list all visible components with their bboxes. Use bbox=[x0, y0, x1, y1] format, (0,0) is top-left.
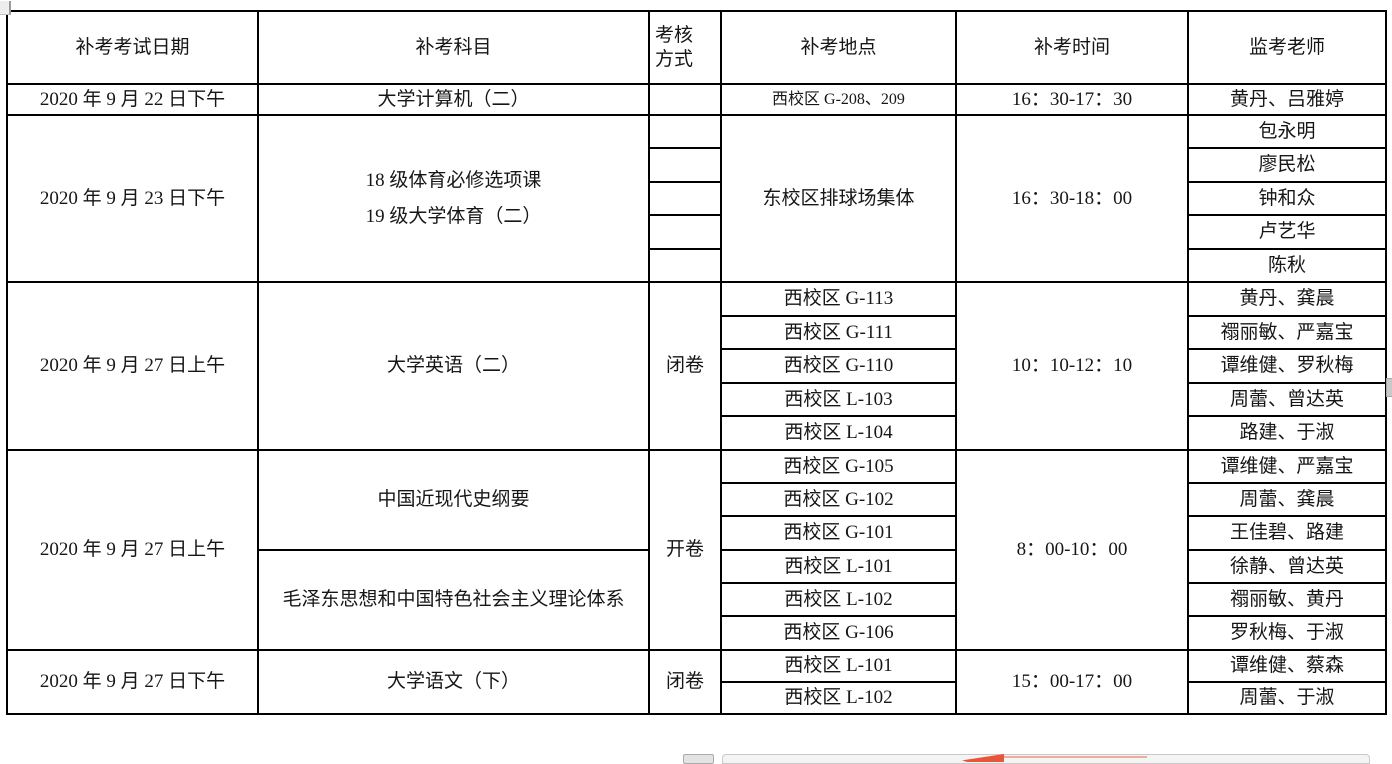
time-cell: 8：00-10：00 bbox=[955, 449, 1189, 651]
method-cell bbox=[648, 147, 722, 183]
location-cell: 西校区 G-208、209 bbox=[720, 83, 957, 116]
method-cell bbox=[648, 214, 722, 250]
teacher-cell: 谭维健、蔡森 bbox=[1187, 649, 1387, 683]
location-cell: 西校区 G-106 bbox=[720, 615, 957, 651]
table-row: 毛泽东思想和中国特色社会主义理论体系 西校区 L-101 徐静、曾达英 bbox=[7, 549, 1387, 651]
table-row: 2020 年 9 月 27 日下午 大学语文（下） 闭卷 西校区 L-101 1… bbox=[6, 649, 1387, 715]
method-cell: 闭卷 bbox=[648, 281, 722, 451]
location-cell: 西校区 G-101 bbox=[720, 515, 957, 551]
teacher-cell: 路建、于淑 bbox=[1187, 415, 1387, 451]
subject-cell: 大学计算机（二） bbox=[257, 83, 650, 116]
time-cell: 10：10-12：10 bbox=[955, 281, 1189, 451]
teacher-cell: 卢艺华 bbox=[1187, 214, 1387, 250]
method-cell bbox=[648, 248, 722, 283]
location-cell: 西校区 L-102 bbox=[720, 582, 957, 617]
table-header-row: 补考考试日期 补考科目 考核 方式 补考地点 补考时间 监考老师 bbox=[6, 10, 1387, 85]
teacher-cell: 廖民松 bbox=[1187, 147, 1387, 183]
method-cell: 闭卷 bbox=[648, 649, 722, 715]
subject-line1: 18 级体育必修选项课 bbox=[365, 169, 542, 191]
teacher-cell: 黄丹、龚晨 bbox=[1187, 281, 1387, 317]
table-row: 廖民松 bbox=[7, 147, 1387, 183]
header-method-line2: 方式 bbox=[655, 48, 694, 70]
date-cell: 2020 年 9 月 27 日上午 bbox=[6, 281, 259, 451]
date-cell: 2020 年 9 月 27 日上午 bbox=[6, 449, 259, 651]
location-cell: 东校区排球场集体 bbox=[720, 114, 957, 283]
header-time: 补考时间 bbox=[955, 10, 1189, 85]
table-row: 2020 年 9 月 27 日上午 大学英语（二） 闭卷 西校区 G-113 1… bbox=[6, 281, 1387, 451]
subject-line2: 19 级大学体育（二） bbox=[365, 205, 542, 227]
location-cell: 西校区 G-113 bbox=[720, 281, 957, 317]
method-cell: 开卷 bbox=[648, 449, 722, 651]
method-cell bbox=[648, 114, 722, 149]
location-cell: 西校区 L-103 bbox=[720, 382, 957, 417]
table-row: 西校区 G-106 罗秋梅、于淑 bbox=[7, 615, 1387, 651]
teacher-cell: 周蕾、曾达英 bbox=[1187, 382, 1387, 417]
scrollbar-chip bbox=[683, 754, 714, 764]
table-row: 陈秋 bbox=[7, 248, 1387, 283]
date-cell: 2020 年 9 月 23 日下午 bbox=[6, 114, 259, 283]
table-row: 2020 年 9 月 22 日下午 大学计算机（二） 西校区 G-208、209… bbox=[6, 83, 1387, 116]
method-cell bbox=[648, 181, 722, 216]
teacher-cell: 罗秋梅、于淑 bbox=[1187, 615, 1387, 651]
time-cell: 16：30-18：00 bbox=[955, 114, 1189, 283]
table-row: 西校区 L-102 禤丽敏、黄丹 bbox=[7, 582, 1387, 617]
teacher-cell: 禤丽敏、严嘉宝 bbox=[1187, 315, 1387, 350]
header-method: 考核 方式 bbox=[648, 10, 722, 85]
header-method-line1: 考核 bbox=[655, 24, 694, 46]
teacher-cell: 谭维健、严嘉宝 bbox=[1187, 449, 1387, 484]
teacher-cell: 钟和众 bbox=[1187, 181, 1387, 216]
teacher-cell: 王佳碧、路建 bbox=[1187, 515, 1387, 551]
document-sheet: 补考考试日期 补考科目 考核 方式 补考地点 补考时间 监考老师 2020 年 … bbox=[6, 10, 1387, 715]
table-row: 西校区 G-102 周蕾、龚晨 bbox=[7, 482, 1387, 517]
teacher-cell: 黄丹、吕雅婷 bbox=[1187, 83, 1387, 116]
teacher-cell: 包永明 bbox=[1187, 114, 1387, 149]
table-row: 西校区 L-102 周蕾、于淑 bbox=[7, 681, 1387, 715]
location-cell: 西校区 L-101 bbox=[720, 549, 957, 584]
subject-cell: 中国近现代史纲要 bbox=[257, 449, 650, 551]
teacher-cell: 陈秋 bbox=[1187, 248, 1387, 283]
table-row: 西校区 L-103 周蕾、曾达英 bbox=[7, 382, 1387, 417]
subject-cell: 大学语文（下） bbox=[257, 649, 650, 715]
subject-cell: 大学英语（二） bbox=[257, 281, 650, 451]
teacher-cell: 禤丽敏、黄丹 bbox=[1187, 582, 1387, 617]
date-cell: 2020 年 9 月 27 日下午 bbox=[6, 649, 259, 715]
teacher-cell: 周蕾、龚晨 bbox=[1187, 482, 1387, 517]
header-date: 补考考试日期 bbox=[6, 10, 259, 85]
table-row: 西校区 L-104 路建、于淑 bbox=[7, 415, 1387, 451]
table-handle-fragment bbox=[0, 1, 11, 15]
location-cell: 西校区 L-102 bbox=[720, 681, 957, 715]
header-location: 补考地点 bbox=[720, 10, 957, 85]
method-cell bbox=[648, 83, 722, 116]
date-cell: 2020 年 9 月 22 日下午 bbox=[6, 83, 259, 116]
header-subject: 补考科目 bbox=[257, 10, 650, 85]
table-row: 2020 年 9 月 27 日上午 中国近现代史纲要 开卷 西校区 G-105 … bbox=[6, 449, 1387, 651]
location-cell: 西校区 L-101 bbox=[720, 649, 957, 683]
location-cell: 西校区 G-111 bbox=[720, 315, 957, 350]
table-row: 钟和众 bbox=[7, 181, 1387, 216]
time-cell: 16：30-17：30 bbox=[955, 83, 1189, 116]
table-row: 西校区 G-101 王佳碧、路建 bbox=[7, 515, 1387, 551]
location-cell: 西校区 L-104 bbox=[720, 415, 957, 451]
time-cell: 15：00-17：00 bbox=[955, 649, 1189, 715]
teacher-cell: 谭维健、罗秋梅 bbox=[1187, 348, 1387, 384]
location-cell: 西校区 G-105 bbox=[720, 449, 957, 484]
header-teacher: 监考老师 bbox=[1187, 10, 1387, 85]
arrow-annotation-tail bbox=[1003, 756, 1147, 758]
table-row: 西校区 G-111 禤丽敏、严嘉宝 bbox=[7, 315, 1387, 350]
location-cell: 西校区 G-110 bbox=[720, 348, 957, 384]
right-edge-marker bbox=[1386, 378, 1392, 397]
subject-cell: 18 级体育必修选项课 19 级大学体育（二） bbox=[257, 114, 650, 283]
subject-cell: 毛泽东思想和中国特色社会主义理论体系 bbox=[257, 549, 650, 651]
makeup-exam-table: 补考考试日期 补考科目 考核 方式 补考地点 补考时间 监考老师 2020 年 … bbox=[6, 10, 1387, 715]
location-cell: 西校区 G-102 bbox=[720, 482, 957, 517]
table-row: 西校区 G-110 谭维健、罗秋梅 bbox=[7, 348, 1387, 384]
teacher-cell: 徐静、曾达英 bbox=[1187, 549, 1387, 584]
teacher-cell: 周蕾、于淑 bbox=[1187, 681, 1387, 715]
table-row: 2020 年 9 月 23 日下午 18 级体育必修选项课 19 级大学体育（二… bbox=[6, 114, 1387, 283]
table-row: 卢艺华 bbox=[7, 214, 1387, 250]
arrow-annotation-icon bbox=[962, 754, 1004, 762]
